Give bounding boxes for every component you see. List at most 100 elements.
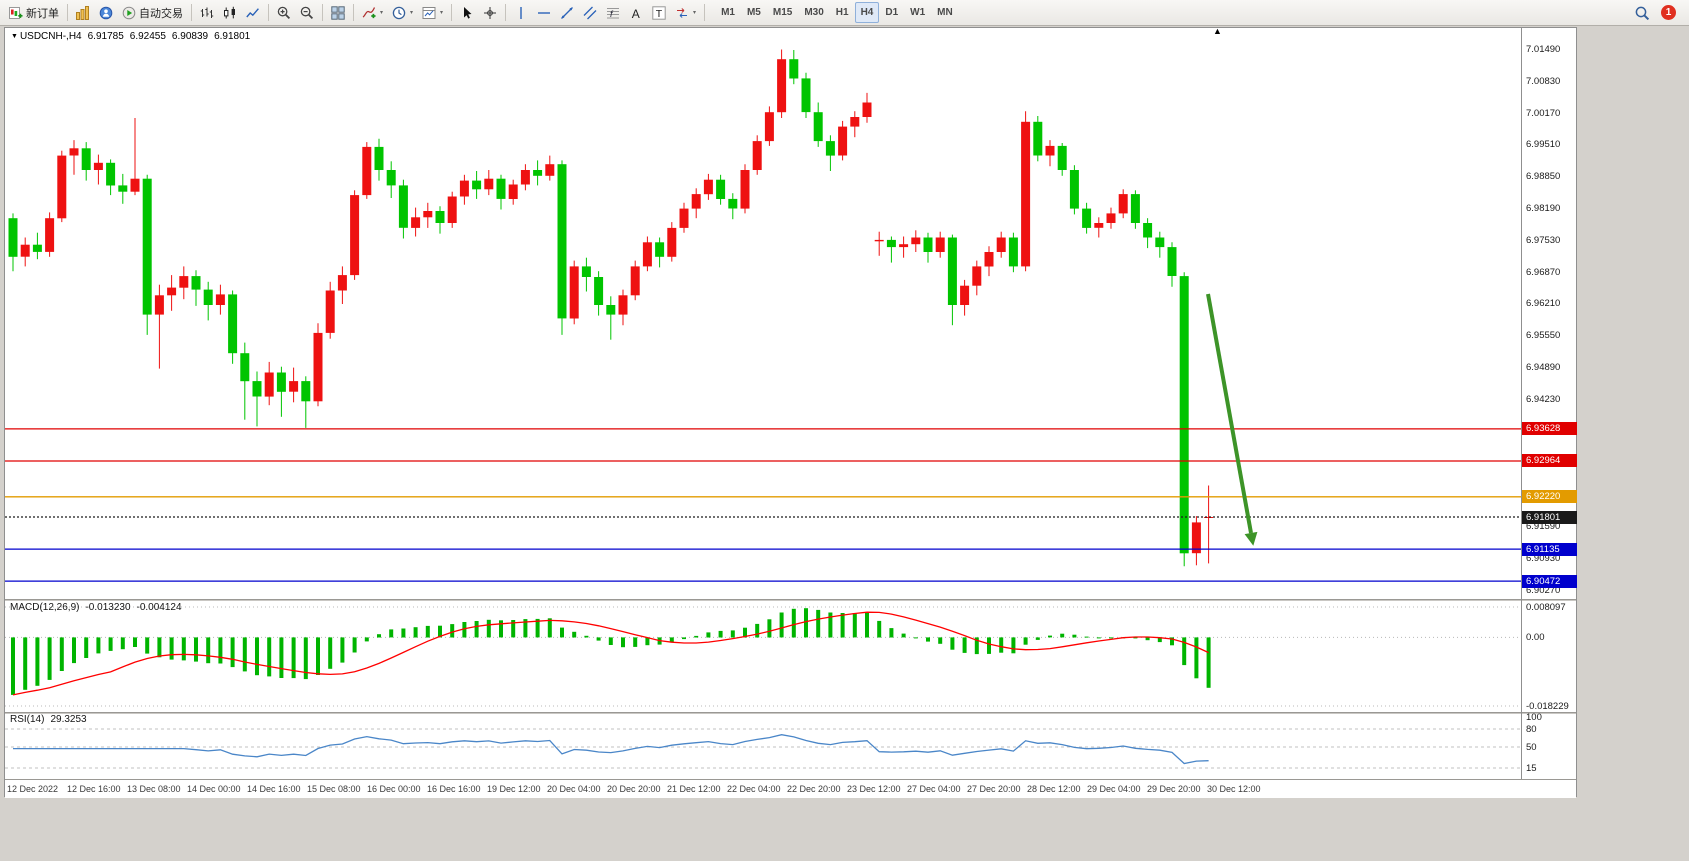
fibonacci-button[interactable]: f (602, 2, 624, 23)
toolbar-separator (191, 4, 192, 21)
indicators-button[interactable]: ▾ (358, 2, 387, 23)
ohlc-open: 6.91785 (87, 31, 124, 42)
timeframe-h4-button[interactable]: H4 (854, 2, 880, 23)
rsi-line (13, 734, 1209, 765)
timeframe-mn-button[interactable]: MN (937, 7, 953, 18)
ohlc-close: 6.91801 (214, 31, 251, 42)
rsi-pane[interactable]: RSI(14) 29.3253 (5, 714, 1521, 779)
text-label-button[interactable]: T (648, 2, 670, 23)
down-arrow-annotation[interactable] (1206, 293, 1253, 534)
time-axis[interactable]: 12 Dec 2022 12 Dec 16:00 13 Dec 08:00 14 De… (5, 780, 1576, 798)
rsi-chart[interactable] (5, 714, 1521, 779)
dropdown-caret-icon[interactable]: ▾ (693, 10, 697, 16)
price-axis-label: 6.99510 (1526, 139, 1561, 150)
profiles-icon[interactable] (95, 2, 117, 23)
price-axis-label: 6.94890 (1526, 362, 1561, 373)
crosshair-button[interactable] (479, 2, 501, 23)
arrows-button[interactable]: ▾ (671, 2, 700, 23)
macd-histogram (11, 608, 1211, 695)
equidistant-channel-button[interactable] (579, 2, 601, 23)
pane-separator[interactable] (5, 779, 1576, 780)
candlestick-series (8, 49, 1214, 567)
ohlc-low: 6.90839 (171, 31, 209, 42)
dropdown-caret-icon[interactable]: ▾ (440, 10, 444, 16)
toolbar-right: 1 (1631, 2, 1684, 23)
zoom-in-button[interactable] (273, 2, 295, 23)
oneclick-collapse-icon[interactable]: ▼ (11, 33, 18, 40)
timeframe-w1-button[interactable]: W1 (910, 7, 926, 18)
dropdown-caret-icon[interactable]: ▾ (380, 10, 384, 16)
candlestick-chart-button[interactable] (219, 2, 241, 23)
time-axis-label: 12 Dec 16:00 (67, 784, 121, 794)
price-axis-label: 6.90270 (1526, 585, 1561, 596)
time-axis-label: 20 Dec 20:00 (607, 784, 661, 794)
rsi-value: 29.3253 (50, 714, 87, 725)
macd-main-value: -0.013230 (85, 602, 131, 613)
time-axis-label: 19 Dec 12:00 (487, 784, 541, 794)
rsi-label: RSI(14) (10, 714, 45, 725)
candlestick-chart[interactable] (5, 28, 1521, 599)
macd-pane[interactable]: MACD(12,26,9) -0.013230 -0.004124 (5, 601, 1521, 712)
autotrading-button[interactable]: 自动交易 (118, 2, 187, 23)
time-axis-label: 14 Dec 16:00 (247, 784, 301, 794)
bar-chart-button[interactable] (196, 2, 218, 23)
zoom-out-button[interactable] (296, 2, 318, 23)
charts-icon[interactable] (72, 2, 94, 23)
time-axis-label: 27 Dec 20:00 (967, 784, 1021, 794)
time-axis-label: 16 Dec 00:00 (367, 784, 421, 794)
timeframe-m30-button[interactable]: M30 (804, 7, 824, 18)
price-axis-label: 6.92910 (1526, 458, 1561, 469)
price-tag-6.92964: 6.92964 (1522, 454, 1577, 467)
time-axis-label: 22 Dec 20:00 (787, 784, 841, 794)
dropdown-caret-icon[interactable]: ▾ (410, 10, 414, 16)
macd-signal-line (12, 611, 1209, 696)
new-order-button[interactable]: 新订单 (5, 2, 63, 23)
price-axis-label: 6.95550 (1526, 330, 1561, 341)
timeframe-d1-button[interactable]: D1 (885, 7, 899, 18)
timeframe-group: M1 M5 M15 M30 H1 H4 D1 W1 MN (715, 2, 959, 23)
time-axis-label: 12 Dec 2022 (7, 784, 59, 794)
down-arrow-head[interactable] (1244, 531, 1258, 546)
price-axis-rail (1521, 28, 1522, 779)
timeframe-m5-button[interactable]: M5 (746, 7, 761, 18)
time-axis-label: 30 Dec 12:00 (1207, 784, 1261, 794)
macd-chart[interactable] (5, 601, 1521, 712)
vertical-line-button[interactable] (510, 2, 532, 23)
time-axis-label: 16 Dec 16:00 (427, 784, 481, 794)
tile-windows-button[interactable] (327, 2, 349, 23)
symbol-period-label: USDCNH-,H4 (19, 31, 82, 42)
main-chart-pane[interactable]: ▲ (5, 28, 1521, 599)
cursor-button[interactable] (456, 2, 478, 23)
timeframe-m15-button[interactable]: M15 (772, 7, 793, 18)
timeframe-h1-button[interactable]: H1 (835, 7, 849, 18)
pane-separator[interactable] (5, 599, 1576, 601)
trendline-button[interactable] (556, 2, 578, 23)
time-axis-label: 29 Dec 04:00 (1087, 784, 1141, 794)
rsi-axis-label: 50 (1526, 742, 1537, 753)
time-axis-label: 13 Dec 08:00 (127, 784, 181, 794)
rsi-header: RSI(14) 29.3253 (10, 714, 93, 725)
toolbar-separator (505, 4, 507, 21)
svg-text:f: f (610, 9, 614, 19)
line-chart-button[interactable] (242, 2, 264, 23)
price-tag-6.91801: 6.91801 (1522, 511, 1577, 524)
templates-button[interactable]: ▾ (418, 2, 447, 23)
notification-badge[interactable]: 1 (1661, 5, 1676, 20)
price-axis-label: 6.98190 (1526, 203, 1561, 214)
timeframe-m1-button[interactable]: M1 (721, 7, 735, 18)
rsi-axis-label: 80 (1526, 724, 1537, 735)
price-tag-6.93628: 6.93628 (1522, 422, 1577, 435)
text-button[interactable]: A (625, 2, 647, 23)
time-axis-label: 29 Dec 20:00 (1147, 784, 1201, 794)
price-tag-6.92220: 6.92220 (1522, 490, 1577, 503)
toolbar-separator (704, 4, 706, 21)
periods-button[interactable]: ▾ (388, 2, 417, 23)
toolbar-separator (268, 4, 269, 21)
toolbar-separator (353, 4, 354, 21)
chart-shift-marker-icon[interactable]: ▲ (1213, 28, 1222, 36)
price-axis-label: 6.96870 (1526, 267, 1561, 278)
price-axis-label: 6.94230 (1526, 394, 1561, 405)
search-icon[interactable] (1631, 2, 1653, 23)
pane-separator[interactable] (5, 712, 1576, 714)
horizontal-line-button[interactable] (533, 2, 555, 23)
